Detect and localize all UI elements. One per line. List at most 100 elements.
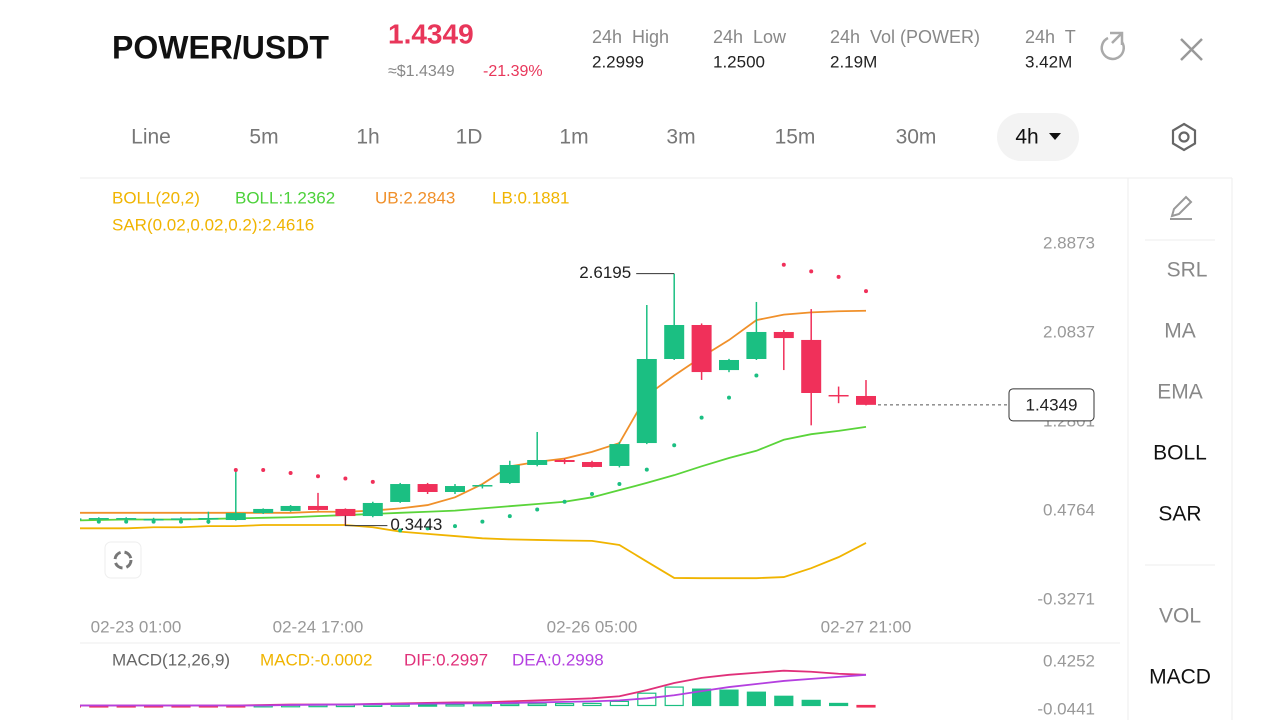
interval-tab[interactable]: 1D	[456, 126, 483, 149]
interval-tab[interactable]: 1h	[356, 126, 379, 149]
candle-body	[445, 486, 465, 493]
sar-dot	[480, 519, 485, 524]
indicator-option[interactable]: VOL	[1159, 605, 1201, 628]
indicator-option[interactable]: SAR	[1158, 503, 1201, 526]
last-price: 1.4349	[388, 18, 474, 49]
macd-bar	[418, 704, 438, 707]
close-icon	[1180, 38, 1203, 61]
candle-body	[80, 518, 82, 520]
macd-bar	[746, 691, 767, 707]
interval-tab[interactable]: 5m	[249, 126, 278, 149]
price-chart: BOLL(20,2) BOLL:1.2362 UB:2.2843 LB:0.1881 S…	[42, 188, 1095, 636]
sar-dot	[42, 520, 46, 524]
sar-dot	[535, 507, 540, 512]
reset-view-button[interactable]	[104, 541, 142, 579]
candle-body	[225, 513, 246, 521]
indicator-option[interactable]: SRL	[1167, 259, 1208, 282]
draw-tool-button[interactable]	[1170, 195, 1193, 220]
pair-title: POWER/USDT	[112, 29, 329, 65]
candle-body	[335, 508, 356, 517]
macd-bar	[472, 703, 492, 707]
dif-line	[80, 669, 867, 707]
macd-bar	[445, 703, 465, 707]
x-tick-label: 02-24 17:00	[273, 617, 364, 636]
macd-bar	[554, 703, 575, 707]
candle-body	[253, 508, 274, 514]
close-button[interactable]	[1180, 38, 1203, 61]
stat-value: 1.2500	[713, 52, 765, 71]
sar-dot	[370, 479, 375, 484]
sar-dot	[151, 519, 156, 524]
share-arrow	[1110, 31, 1124, 45]
indicator-legend: MACD(12,26,9)	[112, 650, 230, 669]
sar-dot	[699, 415, 704, 420]
candle-body	[609, 444, 630, 466]
y-tick-label: 2.8873	[1043, 233, 1095, 252]
sar-dot	[316, 474, 320, 479]
sar-dot	[809, 269, 814, 274]
sar-dot	[69, 520, 73, 524]
interval-tab[interactable]: 3m	[666, 126, 695, 149]
stat-value: 2.19M	[830, 52, 877, 71]
x-tick-label: 02-26 05:00	[547, 617, 638, 636]
x-tick-label: 02-23 01:00	[91, 617, 182, 636]
interval-tab[interactable]: 4h	[997, 113, 1079, 161]
candle-body	[198, 518, 219, 520]
interval-tab[interactable]: 30m	[896, 126, 937, 149]
sar-dot	[288, 470, 293, 475]
stat-label: 24h T	[1025, 27, 1076, 47]
sar-dot	[727, 395, 731, 400]
indicator-legend: SAR(0.02,0.02,0.2):2.4616	[112, 215, 314, 234]
y-tick-label: 0.4764	[1043, 500, 1095, 519]
tab-label: 1m	[559, 126, 588, 149]
x-tick-label: 02-27 21:00	[821, 617, 912, 636]
reset-view-box	[104, 541, 142, 579]
settings-icon	[1171, 122, 1197, 152]
indicator-legend: BOLL(20,2)	[112, 188, 200, 207]
tab-highlight	[997, 113, 1079, 161]
stats: 24h High 2.2999 24h Low 1.2500 24h Vol (POWE…	[592, 27, 1076, 72]
sar-dot	[398, 528, 403, 533]
candle-body	[527, 459, 548, 465]
indicator-option[interactable]: MA	[1164, 320, 1196, 343]
sar-dot	[343, 476, 348, 481]
boll-lower-line	[80, 524, 867, 580]
indicator-option[interactable]: BOLL	[1153, 442, 1207, 465]
candle-body	[773, 331, 794, 339]
sar-dot	[644, 467, 649, 472]
sar-dot	[96, 519, 101, 524]
macd-chart: MACD(12,26,9) MACD:-0.0002 DIF:0.2997 DEA:0…	[35, 650, 1095, 718]
macd-bar	[80, 704, 82, 708]
sar-dot	[453, 524, 457, 529]
tab-label: 1h	[356, 126, 379, 149]
indicator-legend: DEA:0.2998	[512, 650, 604, 669]
fiat-price: ≈$1.4349	[388, 63, 455, 80]
candle-body	[582, 461, 602, 467]
settings-button[interactable]	[1171, 122, 1197, 152]
interval-tab[interactable]: Line	[131, 126, 171, 149]
last-price-label: 1.4349	[1026, 395, 1078, 414]
macd-bar	[582, 702, 602, 707]
interval-tab[interactable]: 15m	[775, 126, 816, 149]
sar-dot	[562, 499, 567, 504]
low-marker-label: 0.3443	[390, 515, 442, 534]
interval-tab[interactable]: 1m	[559, 126, 588, 149]
candle-body	[636, 358, 657, 444]
share-button[interactable]	[1100, 31, 1125, 61]
indicator-option[interactable]: EMA	[1157, 381, 1203, 404]
sar-dot	[781, 262, 786, 267]
y-tick-label: 0.4252	[1043, 651, 1095, 670]
dropdown-arrow	[1049, 133, 1061, 140]
sar-dot	[672, 443, 677, 448]
sar-dot	[179, 519, 183, 524]
macd-bar	[35, 705, 53, 707]
candle-body	[362, 502, 383, 517]
stat-value: 3.42M	[1025, 52, 1072, 71]
boll-mid-line	[80, 425, 867, 522]
plot-area	[42, 262, 876, 580]
indicator-option[interactable]: MACD	[1149, 666, 1211, 689]
sar-dot	[124, 519, 129, 524]
dea-line	[80, 673, 867, 707]
